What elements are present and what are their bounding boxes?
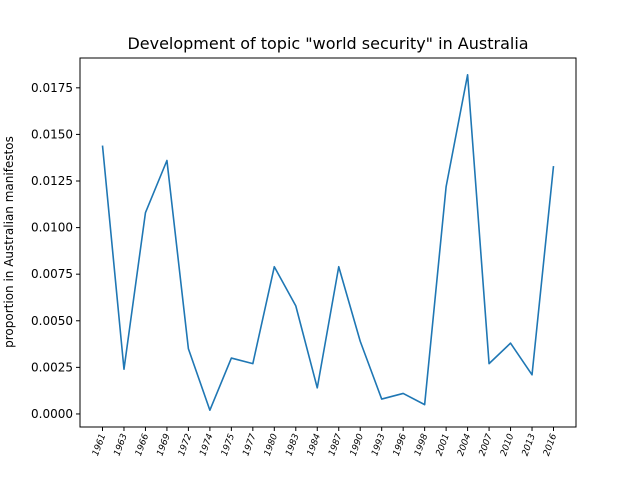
x-tick-label: 1984 xyxy=(306,432,323,457)
y-tick-label: 0.0125 xyxy=(31,174,73,188)
y-axis-label: proportion in Australian manifestos xyxy=(2,136,16,348)
x-tick-label: 1974 xyxy=(198,432,215,457)
x-tick-label: 1975 xyxy=(220,432,237,457)
y-tick-label: 0.0150 xyxy=(31,127,73,141)
x-axis: 1961 1963 1966 1969 1972 1974 1975 1977 1980 1983… xyxy=(91,427,559,458)
x-tick-label: 1993 xyxy=(370,432,387,457)
plot-frame xyxy=(79,57,577,428)
y-tick-label: 0.0075 xyxy=(31,267,73,281)
x-tick-label: 1969 xyxy=(156,432,173,457)
x-tick-label: 1998 xyxy=(413,432,430,457)
y-tick-label: 0.0050 xyxy=(31,314,73,328)
x-tick-label: 2016 xyxy=(542,432,559,457)
x-tick-label: 2004 xyxy=(456,432,473,457)
x-tick-label: 2010 xyxy=(499,432,516,457)
y-tick-label: 0.0175 xyxy=(31,81,73,95)
y-tick-label: 0.0100 xyxy=(31,221,73,235)
x-tick-label: 1963 xyxy=(113,432,130,457)
x-tick-label: 2013 xyxy=(521,432,538,457)
x-tick-label: 1996 xyxy=(392,432,409,457)
x-tick-label: 1987 xyxy=(327,432,344,457)
x-tick-label: 1983 xyxy=(284,432,301,457)
series-group xyxy=(101,73,555,412)
chart-title: Development of topic "world security" in… xyxy=(127,34,528,53)
series-line xyxy=(101,73,555,412)
x-tick-label: 1977 xyxy=(241,432,258,457)
y-tick-label: 0.0000 xyxy=(31,407,73,421)
x-tick-label: 2007 xyxy=(478,432,495,457)
x-tick-label: 1966 xyxy=(134,432,151,457)
x-tick-label: 1980 xyxy=(263,432,280,457)
y-axis: 0.0000 0.0025 0.0050 0.0075 0.0100 0.0125 0.01… xyxy=(31,81,80,421)
x-tick-label: 1972 xyxy=(177,432,194,457)
x-tick-label: 1961 xyxy=(91,433,108,458)
x-tick-label: 1990 xyxy=(349,432,366,457)
y-tick-label: 0.0025 xyxy=(31,360,73,374)
x-tick-label: 2001 xyxy=(435,433,452,458)
